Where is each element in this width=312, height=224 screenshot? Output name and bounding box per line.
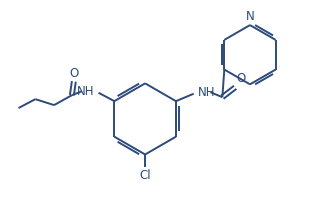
Text: NH: NH xyxy=(198,86,215,99)
Text: O: O xyxy=(236,72,246,85)
Text: Cl: Cl xyxy=(139,169,151,182)
Text: N: N xyxy=(246,10,254,23)
Text: O: O xyxy=(69,67,79,80)
Text: NH: NH xyxy=(77,85,95,98)
